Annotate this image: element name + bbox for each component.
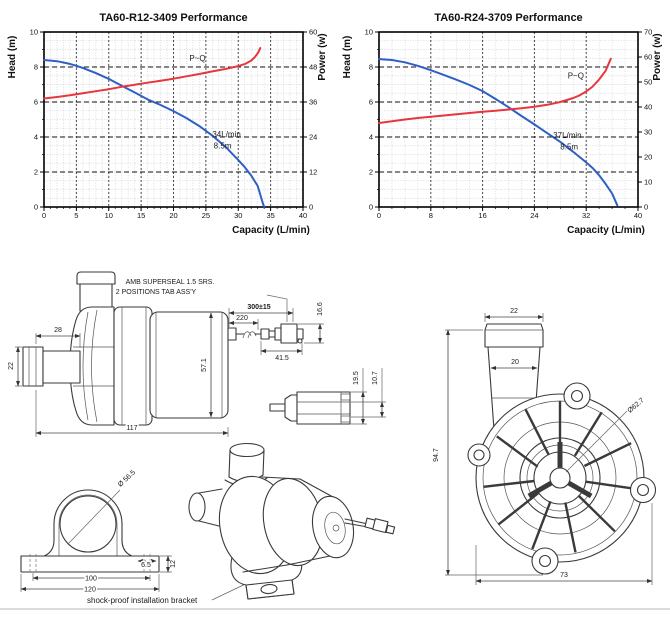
y-left-tick-label: 10 bbox=[30, 28, 38, 37]
y-left-axis-title: Head (m) bbox=[342, 36, 353, 79]
x-tick-label: 32 bbox=[582, 211, 590, 220]
y-right-tick-label: 70 bbox=[644, 28, 652, 37]
x-tick-label: 0 bbox=[42, 211, 46, 220]
x-tick-label: 30 bbox=[234, 211, 242, 220]
connector-detail-drawing: 19.5 10.7 bbox=[269, 368, 386, 425]
connector-label-line1: AMB SUPERSEAL 1.5 SRS. bbox=[126, 279, 215, 286]
y-left-tick-label: 8 bbox=[34, 63, 38, 72]
y-right-tick-label: 30 bbox=[644, 128, 652, 137]
dim-outlet-od: 22 bbox=[510, 308, 518, 315]
x-tick-label: 0 bbox=[377, 211, 381, 220]
y-right-tick-label: 20 bbox=[644, 153, 652, 162]
dim-height: 94.7 bbox=[433, 448, 440, 462]
dim-cable-length: 300±15 bbox=[247, 304, 270, 311]
x-tick-label: 35 bbox=[266, 211, 274, 220]
y-left-tick-label: 4 bbox=[369, 133, 373, 142]
x-tick-label: 40 bbox=[299, 211, 307, 220]
y-left-tick-label: 4 bbox=[34, 133, 38, 142]
x-tick-label: 5 bbox=[74, 211, 78, 220]
y-right-axis-title: Power (w) bbox=[652, 33, 663, 80]
y-right-tick-label: 12 bbox=[309, 168, 317, 177]
dim-16-6: 16.6 bbox=[317, 302, 324, 316]
radial-ribs bbox=[483, 401, 637, 553]
y-left-tick-label: 0 bbox=[34, 203, 38, 212]
pump-isometric-view-drawing bbox=[188, 442, 396, 600]
mounting-ears bbox=[467, 382, 657, 575]
y-left-tick-label: 2 bbox=[34, 168, 38, 177]
y-right-tick-label: 36 bbox=[309, 98, 317, 107]
y-right-tick-label: 10 bbox=[644, 178, 652, 187]
y-left-tick-label: 10 bbox=[365, 28, 373, 37]
curve-label: P~Q bbox=[189, 54, 205, 63]
dim-41-5: 41.5 bbox=[275, 355, 289, 362]
x-tick-label: 20 bbox=[169, 211, 177, 220]
rated-point-annotation: 8.5m bbox=[214, 141, 232, 150]
y-right-tick-label: 60 bbox=[309, 28, 317, 37]
y-right-tick-label: 50 bbox=[644, 78, 652, 87]
power-curve bbox=[43, 47, 262, 100]
dim-6-5: 6.5 bbox=[141, 562, 151, 569]
chart-svg-right: 0 8 16 24 32 400246810010203040506070TA60-R24… bbox=[342, 12, 663, 236]
dim-inlet-length: 28 bbox=[54, 327, 62, 334]
y-left-tick-label: 8 bbox=[369, 63, 373, 72]
x-tick-label: 8 bbox=[429, 211, 433, 220]
rated-point-annotation: 34L/min bbox=[212, 130, 240, 139]
dim-motor-diameter: 57.1 bbox=[201, 358, 208, 372]
rated-point-annotation: 8.5m bbox=[560, 142, 578, 151]
chart-title: TA60-R24-3709 Performance bbox=[434, 12, 582, 24]
y-right-tick-label: 48 bbox=[309, 63, 317, 72]
y-right-tick-label: 40 bbox=[644, 103, 652, 112]
y-left-axis-title: Head (m) bbox=[7, 36, 18, 79]
dim-inlet-diameter: 22 bbox=[8, 362, 15, 370]
cable-assembly-drawing: AMB SUPERSEAL 1.5 SRS. 2 POSITIONS TAB A… bbox=[116, 279, 324, 362]
x-axis-title: Capacity (L/min) bbox=[567, 225, 645, 236]
head-curve bbox=[378, 58, 619, 207]
dim-10-7: 10.7 bbox=[372, 371, 379, 385]
y-right-tick-label: 0 bbox=[644, 203, 648, 212]
y-left-tick-label: 0 bbox=[369, 203, 373, 212]
y-right-axis-title: Power (w) bbox=[317, 33, 328, 80]
x-tick-label: 24 bbox=[530, 211, 538, 220]
dim-19-5: 19.5 bbox=[353, 371, 360, 385]
y-left-tick-label: 6 bbox=[369, 98, 373, 107]
x-tick-label: 40 bbox=[634, 211, 642, 220]
connector-label-line2: 2 POSITIONS TAB ASS'Y bbox=[116, 289, 197, 296]
x-tick-label: 10 bbox=[105, 211, 113, 220]
y-left-tick-label: 2 bbox=[369, 168, 373, 177]
dim-bracket-diameter: Ø 56.5 bbox=[117, 469, 137, 489]
chart-title: TA60-R12-3409 Performance bbox=[99, 12, 247, 24]
power-curve bbox=[378, 57, 612, 124]
pump-side-view-drawing: 28 22 57.1 117 bbox=[8, 271, 229, 437]
y-right-tick-label: 24 bbox=[309, 133, 317, 142]
dim-outlet-id: 20 bbox=[511, 359, 519, 366]
dim-220: 220 bbox=[236, 315, 248, 322]
dim-volute-diameter: Ø62.7 bbox=[626, 397, 645, 415]
x-tick-label: 15 bbox=[137, 211, 145, 220]
y-right-tick-label: 0 bbox=[309, 203, 313, 212]
dim-total-length: 117 bbox=[126, 425, 137, 432]
y-right-tick-label: 60 bbox=[644, 53, 652, 62]
rated-point-annotation: 37L/min bbox=[553, 131, 581, 140]
performance-chart-ta60-r12-3409: 0 5 10 15 20 25 30 35 40 0 2 4 6 8 10 0 12 24 36 48 60 TA60-R… bbox=[0, 0, 335, 247]
dim-120: 120 bbox=[84, 587, 96, 594]
dim-width: 73 bbox=[560, 572, 568, 579]
pump-front-view-drawing: 22 20 bbox=[433, 308, 657, 585]
technical-drawings: 28 22 57.1 117 AMB SUPERSEAL 1.5 SRS. 2 … bbox=[0, 271, 670, 610]
x-tick-label: 16 bbox=[478, 211, 486, 220]
head-curve bbox=[43, 59, 266, 208]
x-tick-label: 25 bbox=[202, 211, 210, 220]
y-left-tick-label: 6 bbox=[34, 98, 38, 107]
bracket-caption: shock-proof installation bracket bbox=[87, 596, 198, 605]
curve-label: P~Q bbox=[568, 71, 584, 80]
chart-svg-left: 0 5 10 15 20 25 30 35 40024681001224364860TA60-R… bbox=[7, 12, 328, 236]
dim-12: 12 bbox=[170, 560, 177, 568]
dim-100: 100 bbox=[85, 576, 97, 583]
performance-chart-ta60-r24-3709: 0 8 16 24 32 40 0 2 4 6 8 10 0 10 20 30 40 50 60 70 TA60-R24… bbox=[335, 0, 670, 247]
x-axis-title: Capacity (L/min) bbox=[232, 225, 310, 236]
